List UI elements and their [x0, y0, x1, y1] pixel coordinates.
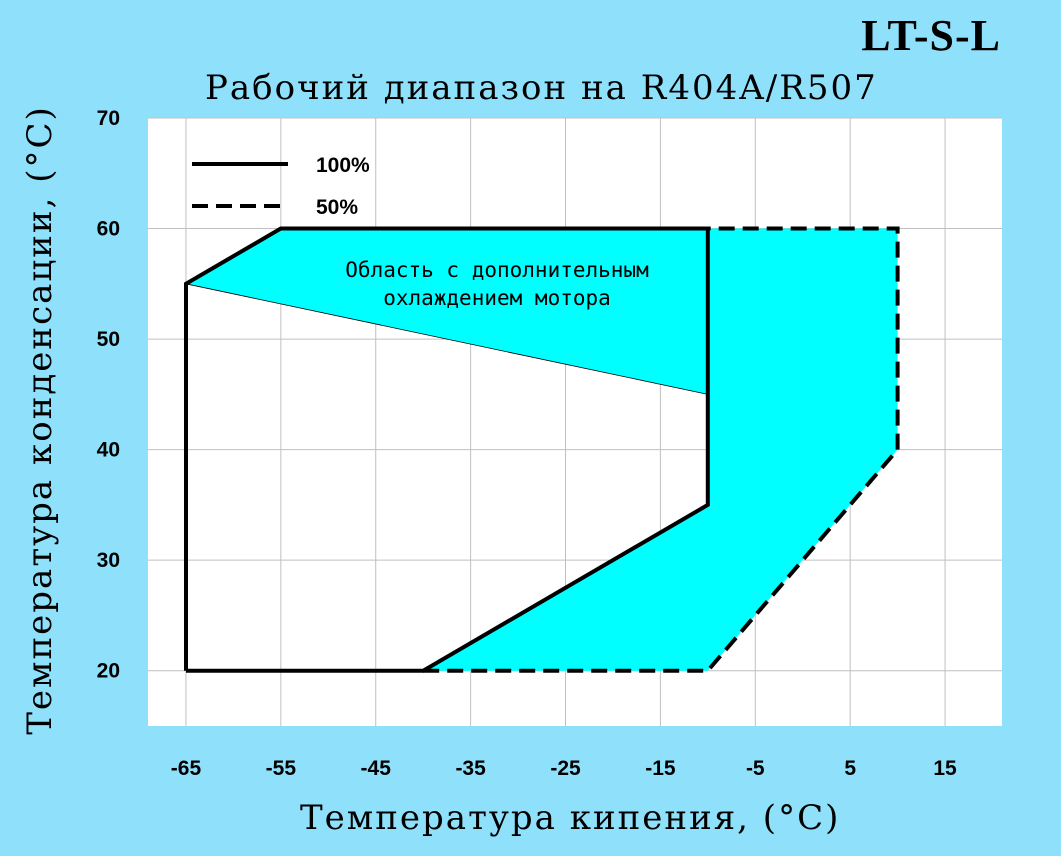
chart-title: Рабочий диапазон на R404A/R507 — [205, 68, 878, 108]
y-tick-label: 20 — [97, 660, 120, 683]
y-tick-label: 70 — [97, 107, 120, 130]
x-tick-label: -45 — [361, 757, 392, 780]
x-tick-label: -5 — [746, 757, 765, 780]
y-axis-label: Температура конденсации, (°C) — [20, 105, 60, 735]
annotation-line-1: Область с дополнительным — [345, 258, 649, 282]
x-tick-label: -35 — [455, 757, 486, 780]
x-tick-label: -55 — [266, 757, 297, 780]
y-tick-label: 50 — [97, 328, 120, 351]
legend-label: 50% — [316, 196, 358, 219]
model-name: LT-S-L — [861, 11, 1001, 60]
y-tick-label: 40 — [97, 439, 120, 462]
x-tick-label: 15 — [933, 757, 957, 780]
annotation-line-2: охлаждением мотора — [383, 286, 611, 310]
legend-label: 100% — [316, 154, 370, 177]
motor-cooling-region — [186, 228, 708, 395]
motor-cooling-boundary — [185, 283, 708, 395]
y-tick-label: 60 — [97, 218, 120, 241]
partial-load-region — [423, 228, 898, 671]
x-tick-label: -65 — [171, 757, 202, 780]
x-tick-label: -15 — [645, 757, 676, 780]
x-tick-label: -25 — [550, 757, 581, 780]
x-tick-label: 5 — [844, 757, 856, 780]
x-axis-label: Температура кипения, (°C) — [300, 798, 841, 838]
y-tick-label: 30 — [97, 549, 120, 572]
